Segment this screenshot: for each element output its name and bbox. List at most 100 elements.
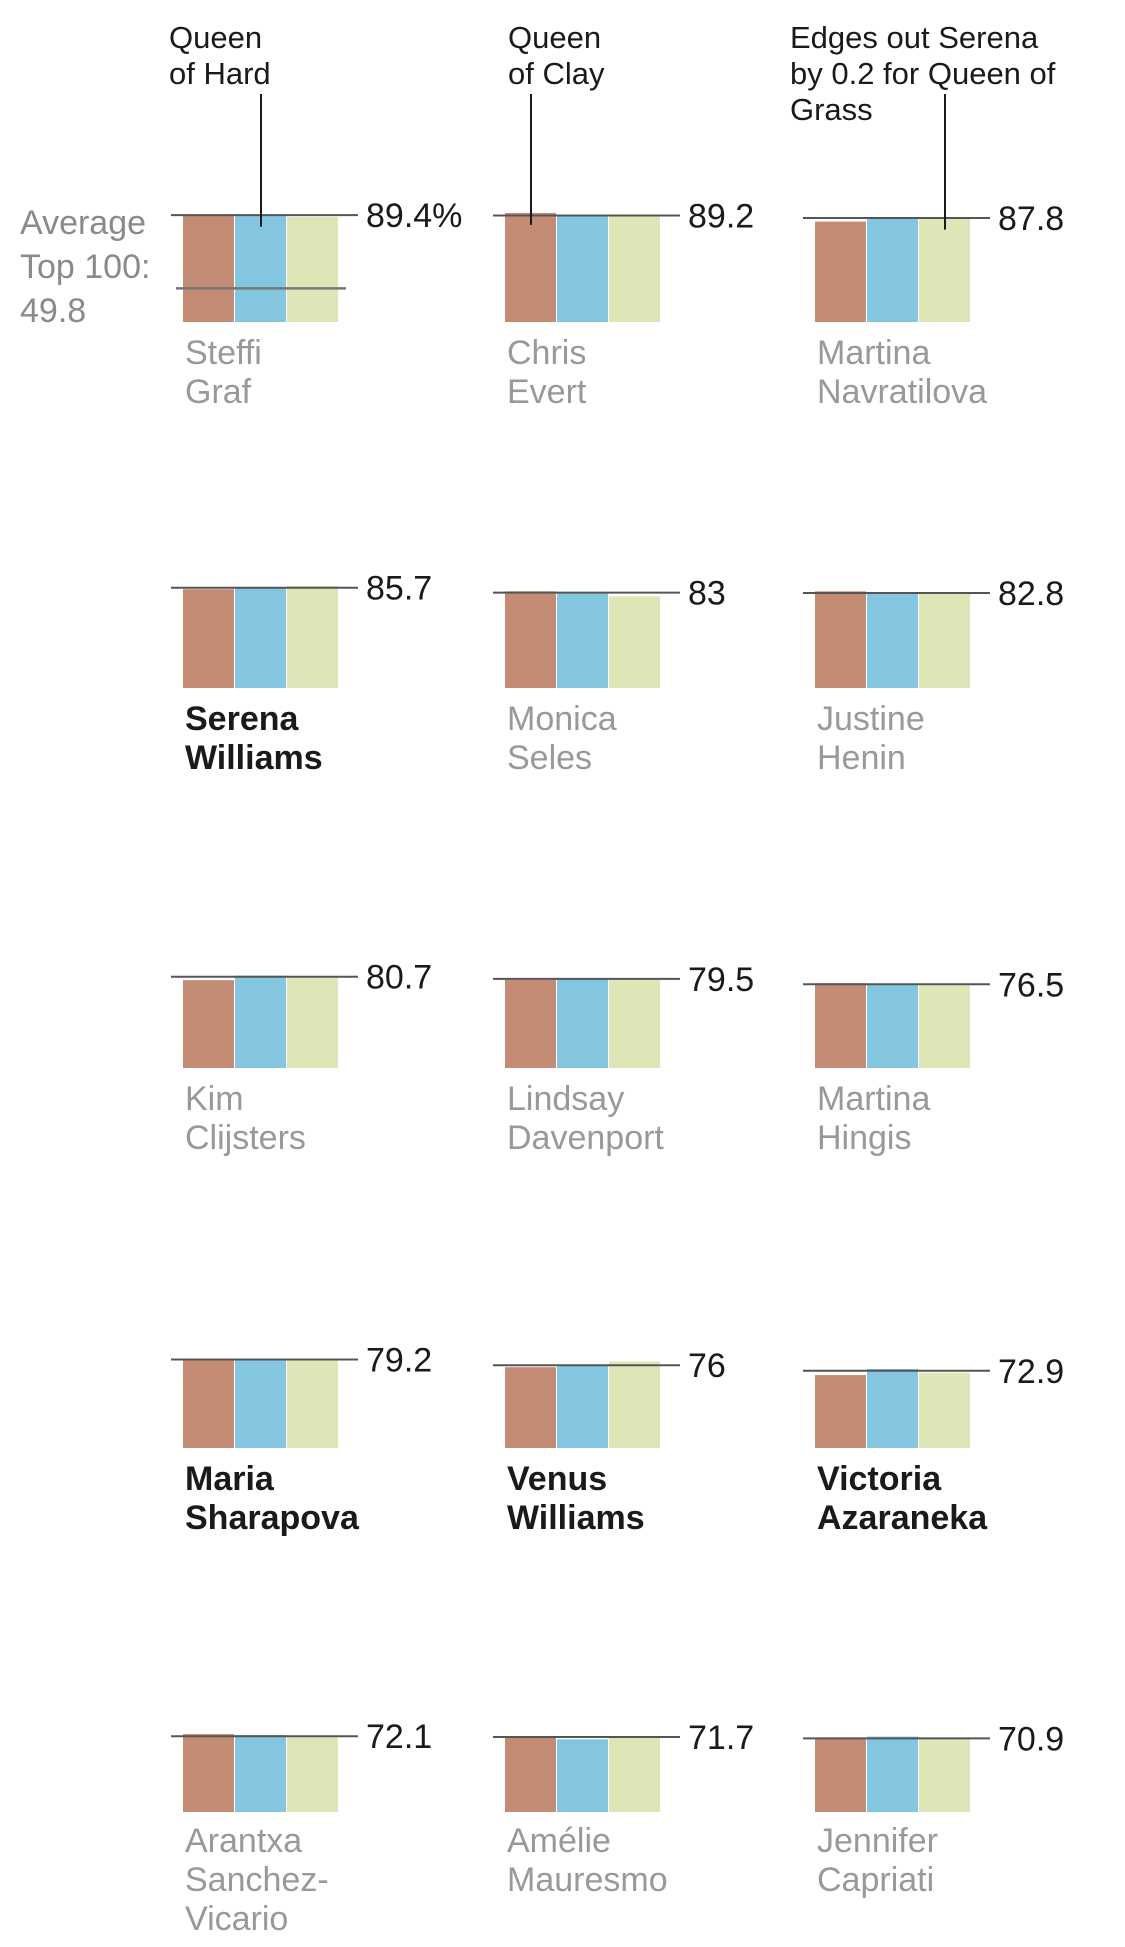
annotation-text: Queen <box>508 20 601 55</box>
bar-grass <box>287 977 338 1068</box>
annotation-text: Grass <box>790 92 873 127</box>
player-name: Williams <box>185 739 323 777</box>
value-label: 79.2 <box>366 1341 432 1379</box>
player-name: Maria <box>185 1460 275 1498</box>
player-name: Azaraneka <box>817 1499 988 1537</box>
bar-clay <box>867 592 918 688</box>
bar-grass <box>919 985 970 1068</box>
player-name: Arantxa <box>185 1822 302 1860</box>
player-name: Sanchez- <box>185 1861 329 1899</box>
value-label: 76 <box>688 1347 726 1385</box>
bar-clay <box>867 984 918 1068</box>
bar-clay <box>235 1359 286 1448</box>
player-name: Victoria <box>817 1460 942 1498</box>
bar-hard <box>505 1736 556 1812</box>
bar-clay <box>867 217 918 322</box>
player-name: Lindsay <box>507 1080 624 1118</box>
bar-grass <box>609 215 660 322</box>
player-name: Evert <box>507 373 587 411</box>
bar-hard <box>183 1358 234 1448</box>
bar-hard <box>815 591 866 688</box>
annotation-text: of Clay <box>508 56 605 91</box>
value-label: 89.4% <box>366 197 462 235</box>
bar-grass <box>287 1358 338 1448</box>
player-name: Jennifer <box>817 1822 938 1860</box>
bar-hard <box>815 1375 866 1448</box>
player-name: Williams <box>507 1499 645 1537</box>
player-name: Henin <box>817 739 906 777</box>
player-name: Clijsters <box>185 1119 306 1157</box>
average-label: Top 100: <box>20 248 150 286</box>
bar-grass <box>287 216 338 322</box>
bar-grass <box>919 1738 970 1812</box>
bar-clay <box>235 1734 286 1812</box>
value-label: 76.5 <box>998 966 1064 1004</box>
bar-grass <box>609 979 660 1068</box>
player-name: Mauresmo <box>507 1861 668 1899</box>
player-name: Martina <box>817 1080 930 1118</box>
bar-grass <box>287 585 338 688</box>
player-name: Chris <box>507 334 586 372</box>
bar-grass <box>919 217 970 322</box>
bar-hard <box>815 1737 866 1812</box>
bar-grass <box>609 1736 660 1812</box>
player-name: Vicario <box>185 1900 288 1938</box>
value-label: 70.9 <box>998 1720 1064 1758</box>
bar-hard <box>183 980 234 1068</box>
player-name: Graf <box>185 373 252 411</box>
bar-clay <box>235 587 286 688</box>
player-name: Justine <box>817 700 925 738</box>
player-name: Amélie <box>507 1822 611 1860</box>
bar-clay <box>557 1739 608 1812</box>
player-name: Capriati <box>817 1861 934 1899</box>
value-label: 72.1 <box>366 1718 432 1756</box>
bar-hard <box>183 214 234 322</box>
player-name: Seles <box>507 739 592 777</box>
player-name: Davenport <box>507 1119 664 1157</box>
player-name: Navratilova <box>817 373 987 411</box>
bar-clay <box>867 1736 918 1812</box>
bar-hard <box>183 1734 234 1812</box>
bar-hard <box>505 212 556 322</box>
average-label: Average <box>20 204 146 242</box>
annotation-text: Queen <box>169 20 262 55</box>
bar-clay <box>235 975 286 1068</box>
annotation-text: Edges out Serena <box>790 20 1039 55</box>
value-label: 79.5 <box>688 961 754 999</box>
bar-clay <box>235 214 286 322</box>
bar-hard <box>815 221 866 322</box>
value-label: 71.7 <box>688 1719 754 1757</box>
player-name: Serena <box>185 700 299 738</box>
bar-grass <box>287 1736 338 1812</box>
player-name: Kim <box>185 1080 244 1118</box>
bar-clay <box>867 1368 918 1448</box>
value-label: 80.7 <box>366 959 432 997</box>
annotation-text: of Hard <box>169 56 271 91</box>
player-name: Hingis <box>817 1119 911 1157</box>
value-label: 82.8 <box>998 575 1064 613</box>
bar-grass <box>609 596 660 688</box>
player-name: Sharapova <box>185 1499 360 1537</box>
player-name: Martina <box>817 334 930 372</box>
bar-hard <box>505 591 556 688</box>
player-name: Steffi <box>185 334 262 372</box>
bar-hard <box>505 1367 556 1448</box>
value-label: 83 <box>688 575 726 613</box>
bar-clay <box>557 215 608 322</box>
bar-clay <box>557 978 608 1068</box>
